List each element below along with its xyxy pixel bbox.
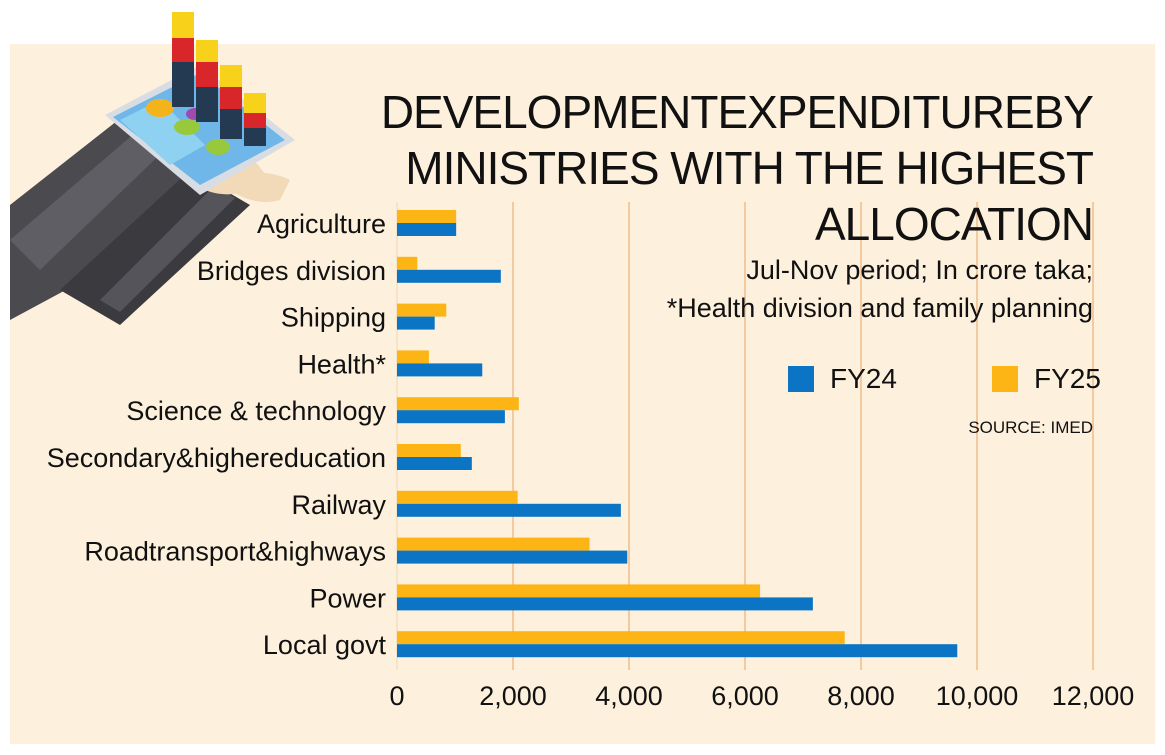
chart-title-line-2: MINISTRIES WITH THE HIGHEST <box>405 142 1094 194</box>
x-tick-label-4000: 4,000 <box>595 681 663 711</box>
bar-fy25-2 <box>397 303 447 317</box>
bar-fy24-0 <box>397 223 457 236</box>
bar-fy25-8 <box>397 584 761 598</box>
category-label-8: Power <box>309 583 386 613</box>
chart-title-line-3: ALLOCATION <box>815 198 1094 250</box>
chart-subtitle-line-1: Jul-Nov period; In crore taka; <box>746 255 1093 285</box>
bar-fy25-6 <box>397 490 518 504</box>
bar-fy24-8 <box>397 597 813 611</box>
x-tick-label-0: 0 <box>389 681 404 711</box>
bar-fy24-3 <box>397 363 483 377</box>
bar-fy24-1 <box>397 269 501 283</box>
category-label-2: Shipping <box>281 303 386 333</box>
chart-title-line-1: DEVELOPMENTEXPENDITUREBY <box>380 86 1094 138</box>
bar-fy25-7 <box>397 537 590 551</box>
category-label-0: Agriculture <box>257 209 386 239</box>
bar-fy24-2 <box>397 316 435 330</box>
category-label-7: Roadtransport&highways <box>84 537 386 567</box>
bar-fy24-5 <box>397 457 472 470</box>
hand-holding-tablet-chart-icon <box>10 12 295 325</box>
category-label-1: Bridges division <box>197 256 386 286</box>
legend-swatch-fy25 <box>992 366 1018 392</box>
x-tick-label-12000: 12,000 <box>1052 681 1135 711</box>
bar-fy24-4 <box>397 410 505 424</box>
legend-label-fy24: FY24 <box>830 363 897 394</box>
x-tick-label-8000: 8,000 <box>827 681 895 711</box>
legend-label-fy25: FY25 <box>1034 363 1101 394</box>
category-label-3: Health* <box>297 349 386 379</box>
bar-fy25-9 <box>397 631 845 645</box>
legend-swatch-fy24 <box>788 366 814 392</box>
category-label-4: Science & technology <box>126 396 386 426</box>
bar-fy25-3 <box>397 350 429 364</box>
category-label-6: Railway <box>291 490 386 520</box>
x-tick-label-6000: 6,000 <box>711 681 779 711</box>
bar-fy24-9 <box>397 644 958 658</box>
bar-fy24-7 <box>397 550 628 564</box>
bar-fy25-0 <box>397 210 457 223</box>
category-label-5: Secondary&highereducation <box>47 443 386 473</box>
bar-fy25-4 <box>397 397 519 411</box>
x-tick-label-2000: 2,000 <box>479 681 547 711</box>
bar-fy25-5 <box>397 444 461 457</box>
category-label-9: Local govt <box>263 630 387 660</box>
bar-fy24-6 <box>397 503 621 517</box>
bar-fy25-1 <box>397 256 418 270</box>
chart-subtitle-line-2: *Health division and family planning <box>666 293 1093 323</box>
x-tick-label-10000: 10,000 <box>936 681 1019 711</box>
source-note: SOURCE: IMED <box>968 418 1093 437</box>
